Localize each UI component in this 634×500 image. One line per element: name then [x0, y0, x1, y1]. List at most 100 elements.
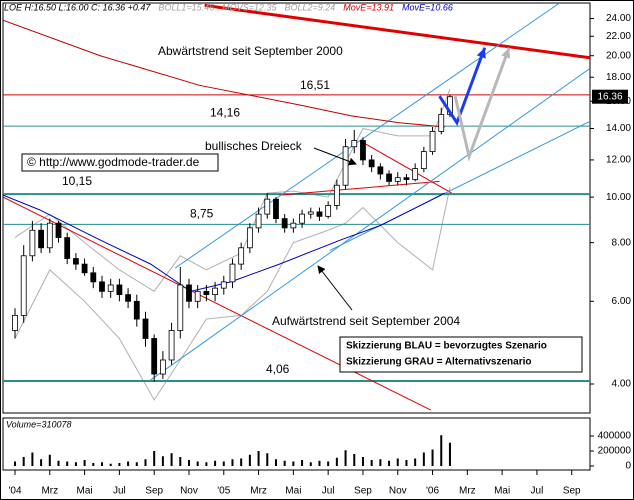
trendline [174, 3, 560, 269]
volume-bar [440, 435, 443, 466]
volume-bar [66, 461, 69, 466]
x-tick-label: '06 [426, 486, 439, 497]
annotation: Skizzierung BLAU = bevorzugtes Szenario [346, 341, 547, 352]
plot-layer [3, 3, 590, 411]
volume-bar [283, 460, 286, 466]
annotation-arrow [313, 147, 357, 166]
scenario-box [339, 336, 583, 373]
candle-body [429, 131, 436, 152]
x-tick-label: Mai [494, 486, 510, 497]
candle-body [186, 284, 192, 302]
volume-bar [396, 458, 399, 466]
candle-body [229, 263, 236, 283]
volume-bar [83, 460, 86, 466]
candle-body [38, 229, 45, 249]
candle-body [307, 211, 314, 215]
volume-bar [388, 460, 391, 466]
volume-bar [92, 463, 95, 466]
volume-bar [422, 452, 425, 466]
candle-body [238, 247, 245, 265]
volume-bar [318, 460, 321, 466]
annotation: Abwärtstrend seit September 2000 [158, 44, 343, 58]
candle-body [316, 211, 323, 217]
volume-bar [187, 460, 190, 466]
trendline [329, 120, 590, 251]
volume-bar [309, 462, 312, 466]
x-tick-label: '04 [8, 486, 21, 497]
volume-bar [14, 461, 17, 466]
x-tick-label: Jul [113, 486, 126, 497]
y-tick-label: 10.00 [606, 192, 631, 203]
volume-bar [431, 449, 434, 466]
arrow-head [476, 47, 486, 59]
header-text: MovE=13.91 [343, 2, 394, 12]
volume-bar [353, 454, 356, 466]
volume-bar [414, 458, 417, 466]
candle-body [177, 284, 184, 331]
header-text: BOLL2=9.24 [284, 2, 335, 12]
volume-tick-label: 0 [625, 461, 631, 472]
candle-body [116, 284, 123, 296]
x-tick-label: Sep [354, 486, 372, 497]
candle-body [64, 237, 71, 259]
y-tick-label: 20.00 [606, 50, 631, 61]
scenario-arrow [453, 47, 511, 162]
volume-bar [248, 454, 251, 466]
volume-bar [361, 457, 364, 466]
candle-body [29, 229, 36, 257]
annotation: bullisches Dreieck [205, 139, 303, 153]
volume-area [2, 417, 591, 471]
volume-bar [31, 452, 34, 466]
header-text: BOLL1=15.46 [158, 2, 214, 12]
trendline [279, 180, 440, 196]
candle-body [403, 177, 410, 180]
x-tick-label: Mrz [250, 486, 267, 497]
volume-bar [22, 457, 25, 466]
volume-bar [57, 460, 60, 466]
volume-bar [344, 450, 347, 466]
x-tick-label: Mrz [41, 486, 58, 497]
y-tick-label: 4.00 [612, 379, 632, 390]
volume-bar [222, 461, 225, 466]
candle-body [203, 290, 210, 296]
x-tick-label: Jul [531, 486, 544, 497]
header-text: MOVS=12.35 [222, 2, 277, 12]
volume-bar [370, 460, 373, 466]
volume-bar [48, 454, 51, 466]
candle-body [281, 218, 288, 229]
annotation: Skizzierung GRAU = Alternativszenario [346, 357, 532, 368]
candle-body [246, 227, 253, 249]
x-tick-label: Mrz [459, 486, 476, 497]
candle-body [273, 198, 279, 220]
candle-body [46, 222, 53, 249]
x-tick-label: '05 [217, 486, 230, 497]
candle-body [55, 222, 62, 238]
volume-bar [335, 457, 338, 466]
candle-body [168, 330, 175, 361]
volume-bar [40, 459, 43, 466]
volume-bar [231, 459, 234, 466]
candle-body [220, 281, 227, 289]
x-tick-label: Nov [389, 486, 407, 497]
x-tick-label: Nov [180, 486, 198, 497]
copyright-box [21, 153, 219, 172]
level-label: 10,15 [62, 174, 92, 188]
volume-bar [179, 457, 182, 466]
candle-body [133, 300, 140, 320]
trendline [204, 3, 590, 60]
candle-body [142, 318, 149, 339]
candle-body [412, 168, 419, 180]
volume-bar [74, 462, 77, 466]
candle-body [151, 338, 158, 375]
x-tick-label: Sep [145, 486, 163, 497]
annotation-arrow [317, 265, 353, 311]
volume-bar [379, 459, 382, 466]
level-label: 14,16 [210, 105, 240, 119]
moving-average [3, 19, 445, 128]
y-tick-label: 14.00 [606, 123, 631, 134]
x-tick-label: Jul [322, 486, 335, 497]
y-tick-label: 18.00 [606, 72, 631, 83]
candle-body [255, 213, 262, 229]
